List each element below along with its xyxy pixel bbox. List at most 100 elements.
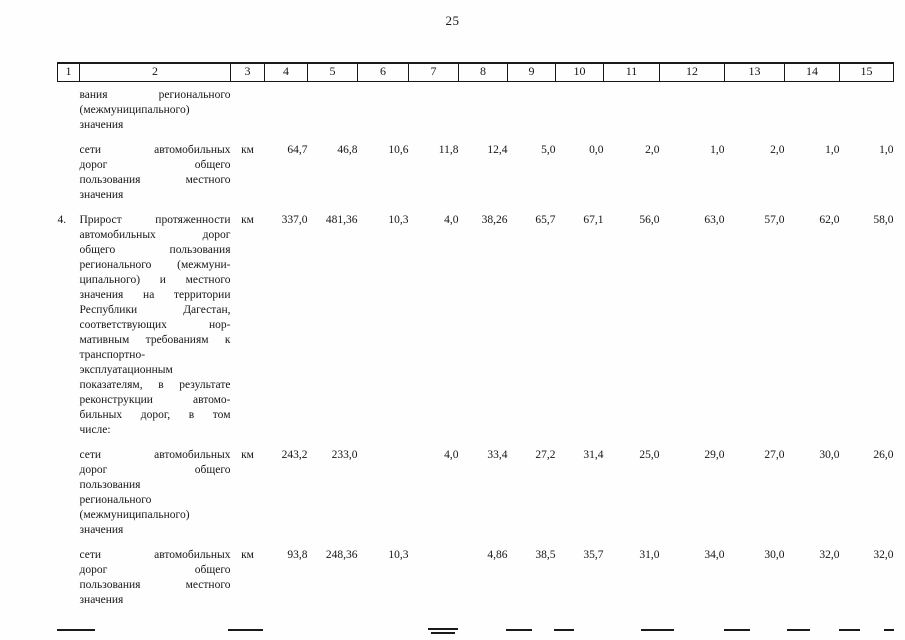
value-cell (604, 82, 660, 139)
table-row: сети автомобильных дорог общего пользовани… (58, 138, 894, 208)
description-line: общего пользования (79, 244, 231, 256)
column-header: 15 (839, 62, 894, 82)
scan-artifact (724, 629, 750, 631)
value-cell: 30,0 (764, 549, 785, 561)
value-cell: 67,1 (583, 214, 604, 226)
value-cell: 64,7 (287, 144, 308, 156)
value-cell: 2,0 (645, 144, 660, 156)
description-line: (межмуниципального) (79, 104, 190, 116)
row-number-cell: 4. (57, 214, 67, 226)
description-line: дорог общего (79, 564, 231, 576)
column-header: 6 (357, 62, 409, 82)
row-number-cell (58, 543, 80, 613)
value-cell: 26,0 (873, 449, 894, 461)
description-line: значения (79, 594, 124, 606)
value-cell: 32,0 (873, 549, 894, 561)
value-cell (358, 82, 409, 139)
description-line: значения (79, 189, 124, 201)
column-header: 11 (603, 62, 660, 82)
description-line: мативным требованиям к (79, 334, 231, 346)
description-line: бильных дорог, в том (79, 409, 231, 421)
value-cell (409, 543, 459, 613)
value-cell (660, 82, 725, 139)
value-cell: 34,0 (704, 549, 725, 561)
value-cell: 33,4 (487, 449, 508, 461)
value-cell: 27,0 (764, 449, 785, 461)
column-header: 12 (659, 62, 725, 82)
scan-artifact (839, 629, 860, 631)
description-line: реконструкции автомо- (79, 394, 231, 406)
description-line: сети автомобильных (79, 549, 231, 561)
description-line: дорог общего (79, 464, 231, 476)
scan-artifact (506, 629, 532, 631)
value-cell: 56,0 (639, 214, 660, 226)
value-cell: 32,0 (819, 549, 840, 561)
table-row: вания регионального (межмуниципального) зн… (58, 82, 894, 139)
description-line: регионального (межмуни- (79, 259, 231, 271)
value-cell: 5,0 (541, 144, 556, 156)
column-header: 1 (57, 62, 80, 82)
value-cell: 35,7 (583, 549, 604, 561)
description-line: сети автомобильных (79, 449, 231, 461)
unit-cell: км (241, 549, 254, 561)
value-cell: 46,8 (337, 144, 358, 156)
unit-cell: км (241, 144, 254, 156)
value-cell: 10,3 (388, 214, 409, 226)
description-line: транспортно- (79, 349, 146, 361)
value-cell: 2,0 (770, 144, 785, 156)
column-header: 8 (458, 62, 508, 82)
value-cell: 1,0 (825, 144, 840, 156)
value-cell: 4,0 (444, 449, 459, 461)
scan-artifact (884, 629, 894, 631)
value-cell: 31,4 (583, 449, 604, 461)
column-header: 3 (230, 62, 265, 82)
scan-artifact (431, 632, 455, 634)
scan-artifact (641, 629, 674, 631)
value-cell: 1,0 (710, 144, 725, 156)
column-header: 2 (79, 62, 231, 82)
value-cell: 4,86 (487, 549, 508, 561)
description-line: автомобильных дорог (79, 229, 231, 241)
value-cell: 337,0 (281, 214, 308, 226)
unit-cell: км (241, 449, 254, 461)
value-cell: 29,0 (704, 449, 725, 461)
row-description-cell: вания регионального (межмуниципального) зн… (80, 82, 231, 139)
scan-artifact (554, 629, 574, 631)
description-line: числе: (79, 424, 111, 436)
description-line: (межмуниципального) (79, 509, 190, 521)
page-number: 25 (445, 13, 460, 28)
scan-artifact (787, 629, 810, 631)
table-row: сети автомобильных дорог общего пользовани… (58, 543, 894, 613)
description-line: пользования местного (79, 579, 231, 591)
description-line: значения на территории (79, 289, 231, 301)
description-line: показателям, в результате (79, 379, 231, 391)
value-cell: 27,2 (535, 449, 556, 461)
row-description-cell: сети автомобильных дорог общего пользовани… (80, 543, 231, 613)
value-cell: 31,0 (639, 549, 660, 561)
data-table: 1 2 3 4 5 6 7 8 9 10 11 12 13 14 15 вания региональног… (57, 62, 894, 613)
value-cell: 57,0 (764, 214, 785, 226)
value-cell: 30,0 (819, 449, 840, 461)
value-cell: 38,26 (481, 214, 508, 226)
value-cell: 38,5 (535, 549, 556, 561)
value-cell: 12,4 (487, 144, 508, 156)
unit-cell (231, 82, 265, 139)
row-description-cell: Прирост протяженности автомобильных дорог… (80, 208, 231, 443)
value-cell: 58,0 (873, 214, 894, 226)
value-cell (308, 82, 358, 139)
value-cell: 0,0 (589, 144, 604, 156)
scan-artifact (428, 628, 458, 630)
table-header-row: 1 2 3 4 5 6 7 8 9 10 11 12 13 14 15 (57, 62, 894, 82)
table-row: 4. Прирост протяженности автомобильных дор… (58, 208, 894, 443)
value-cell: 63,0 (704, 214, 725, 226)
row-number-cell (58, 138, 80, 208)
value-cell: 11,8 (438, 144, 459, 156)
value-cell: 481,36 (325, 214, 358, 226)
value-cell: 1,0 (879, 144, 894, 156)
table-body: вания регионального (межмуниципального) зн… (58, 82, 894, 614)
value-cell (459, 82, 508, 139)
description-line: пользования (79, 479, 141, 491)
value-cell (785, 82, 840, 139)
unit-cell: км (241, 214, 254, 226)
